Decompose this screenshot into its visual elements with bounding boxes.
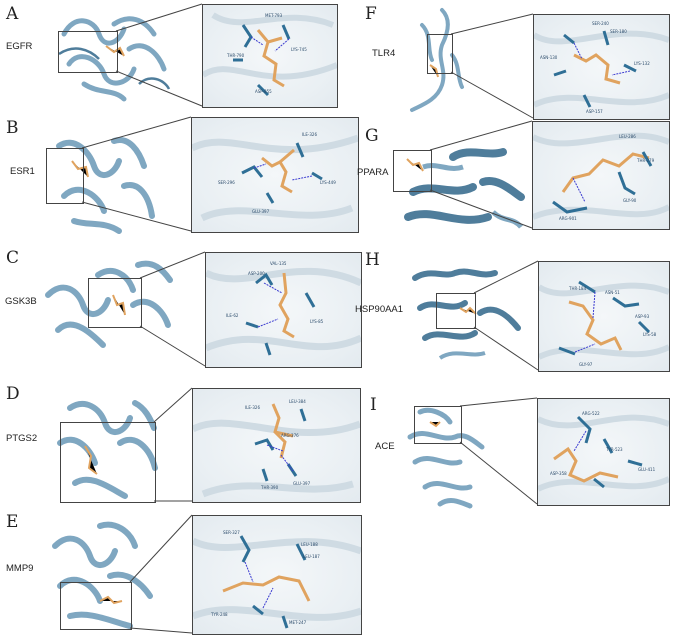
binding-site-zoom: LEU-286 THR-279 ARG-901 GLY-90 xyxy=(532,121,670,230)
protein-structure-image xyxy=(50,388,165,503)
selection-box xyxy=(46,148,84,204)
residue-label: TYR-523 xyxy=(605,447,623,452)
residue-label: LYS-449 xyxy=(320,180,336,185)
residue-label: LEU-188 xyxy=(301,542,318,547)
residue-label: ASN-51 xyxy=(605,290,620,295)
residue-label: VAL-135 xyxy=(270,261,287,266)
residue-label: THR-390 xyxy=(260,485,279,490)
protein-label: EGFR xyxy=(6,41,33,52)
residue-label: ASP-855 xyxy=(255,89,272,94)
protein-label: ACE xyxy=(375,441,395,452)
panel-letter: E xyxy=(6,512,19,532)
residue-label: LYS-58 xyxy=(643,332,657,337)
residue-label: LEU-384 xyxy=(289,399,306,404)
binding-site-zoom: SER-240 SER-180 ASN-130 LYS-132 ASP-157 xyxy=(533,14,670,120)
residue-label: GLY-90 xyxy=(623,198,637,203)
residue-label: ARG-901 xyxy=(559,216,577,221)
residue-label: GLU-397 xyxy=(252,209,270,214)
panel-letter: D xyxy=(6,384,20,404)
residue-label: LYS-85 xyxy=(310,319,324,324)
residue-label: LYS-745 xyxy=(291,47,307,52)
residue-label: GLU-411 xyxy=(638,467,656,472)
binding-site-zoom: TYR-248 SER-327 LEU-188 LEU-187 MET-247 xyxy=(192,515,362,635)
binding-site-zoom: MET-793 THR-790 LYS-745 ASP-855 xyxy=(202,4,338,108)
selection-box xyxy=(427,34,453,74)
panel-letter: B xyxy=(6,118,19,138)
residue-label: THR-790 xyxy=(226,53,245,58)
residue-label: MET-247 xyxy=(289,620,307,625)
residue-label: SER-180 xyxy=(610,29,627,34)
panel-letter: I xyxy=(370,395,377,415)
selection-box xyxy=(58,31,118,73)
residue-label: LEU-286 xyxy=(619,134,636,139)
selection-box xyxy=(393,150,432,192)
binding-site-zoom: ILE-326 SER-296 GLU-397 LYS-449 xyxy=(191,117,359,233)
residue-label: SER-327 xyxy=(223,530,240,535)
residue-label: SER-296 xyxy=(218,180,235,185)
selection-box xyxy=(414,406,462,444)
residue-label: MET-793 xyxy=(265,13,283,18)
residue-label: ILE-326 xyxy=(245,405,260,410)
panel-letter: F xyxy=(365,4,377,24)
binding-site-zoom: THR-184 ASN-51 ASP-93 LYS-58 GLY-97 xyxy=(538,261,670,372)
selection-box xyxy=(60,582,132,630)
panel-letter: C xyxy=(6,248,20,268)
residue-label: THR-184 xyxy=(568,286,587,291)
selection-box xyxy=(60,422,156,503)
protein-label: ESR1 xyxy=(10,166,35,177)
residue-label: LEU-187 xyxy=(303,554,320,559)
residue-label: THR-279 xyxy=(636,158,655,163)
protein-label: MMP9 xyxy=(6,563,34,574)
panel-letter: A xyxy=(6,4,19,24)
residue-label: ARG-376 xyxy=(281,433,299,438)
panel-letter: H xyxy=(365,250,380,270)
residue-label: GLY-97 xyxy=(579,362,593,367)
residue-label: TYR-248 xyxy=(210,612,228,617)
binding-site-zoom: ILE-326 LEU-384 ARG-376 THR-390 GLU-397 xyxy=(192,388,361,503)
residue-label: GLU-397 xyxy=(293,481,311,486)
selection-box xyxy=(436,293,476,329)
residue-label: LYS-132 xyxy=(634,61,650,66)
residue-label: ILE-326 xyxy=(302,132,317,137)
residue-label: ASP-157 xyxy=(586,109,603,114)
protein-label: PPARA xyxy=(357,167,389,178)
protein-label: HSP90AA1 xyxy=(355,304,404,315)
residue-label: ILE-62 xyxy=(226,313,239,318)
residue-label: ASP-93 xyxy=(635,314,650,319)
residue-label: SER-240 xyxy=(592,21,609,26)
binding-site-zoom: VAL-135 ASP-200 LYS-85 ILE-62 xyxy=(205,252,362,368)
residue-label: ARG-522 xyxy=(582,411,600,416)
selection-box xyxy=(88,278,142,328)
protein-label: PTGS2 xyxy=(6,433,38,444)
residue-label: ASP-200 xyxy=(248,271,265,276)
protein-label: GSK3B xyxy=(5,296,37,307)
panel-letter: G xyxy=(365,126,379,146)
residue-label: ASP-358 xyxy=(550,471,567,476)
protein-label: TLR4 xyxy=(372,48,396,59)
residue-label: ASN-130 xyxy=(540,55,558,60)
binding-site-zoom: ARG-522 TYR-523 ASP-358 GLU-411 xyxy=(537,398,670,506)
